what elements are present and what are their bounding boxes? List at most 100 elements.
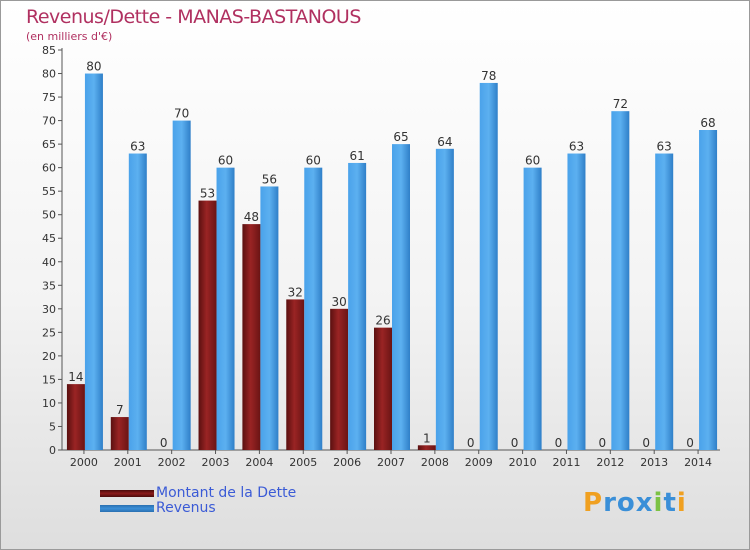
data-label: 26 (375, 314, 390, 328)
x-tick-label: 2011 (552, 456, 580, 469)
legend-swatch-dette (100, 490, 154, 497)
proxiti-logo: Proxiti (583, 488, 687, 518)
x-tick-label: 2009 (465, 456, 493, 469)
data-label: 1 (423, 431, 431, 445)
data-label: 63 (657, 140, 672, 154)
data-label: 70 (174, 107, 189, 121)
y-tick-label: 15 (42, 373, 56, 386)
bar-dette (66, 384, 85, 450)
data-label: 65 (393, 130, 408, 144)
bar-revenus (655, 153, 674, 450)
data-label: 53 (200, 187, 215, 201)
y-tick-label: 40 (42, 256, 56, 269)
logo-letter: P (583, 488, 604, 518)
x-tick-label: 2002 (158, 456, 186, 469)
logo-letter: o (616, 488, 636, 518)
data-label: 0 (160, 436, 168, 450)
data-label: 68 (700, 116, 715, 130)
logo-letter: r (603, 488, 617, 518)
bar-revenus (435, 148, 454, 450)
x-tick-label: 2006 (333, 456, 361, 469)
y-tick-label: 25 (42, 326, 56, 339)
x-tick-label: 2010 (509, 456, 537, 469)
y-tick-label: 10 (42, 397, 56, 410)
logo-letter: i (653, 488, 664, 518)
data-label: 78 (481, 69, 496, 83)
x-tick-label: 2004 (245, 456, 273, 469)
data-label: 60 (306, 154, 321, 168)
bar-dette (198, 200, 217, 450)
logo-letter: x (635, 488, 654, 518)
x-tick-label: 2013 (640, 456, 668, 469)
data-label: 80 (86, 60, 101, 74)
bar-dette (110, 417, 129, 450)
logo-letter: i (676, 488, 687, 518)
bar-dette (417, 445, 436, 450)
data-label: 61 (349, 149, 364, 163)
y-tick-label: 80 (42, 68, 56, 81)
x-tick-label: 2007 (377, 456, 405, 469)
data-label: 0 (599, 436, 607, 450)
bar-revenus (84, 73, 103, 450)
y-tick-label: 50 (42, 209, 56, 222)
x-tick-label: 2005 (289, 456, 317, 469)
x-tick-label: 2012 (596, 456, 624, 469)
data-label: 0 (511, 436, 519, 450)
legend-label-revenus: Revenus (156, 500, 216, 516)
bar-dette (286, 299, 305, 450)
bar-dette (374, 327, 392, 450)
bar-revenus (479, 82, 498, 451)
bar-revenus (216, 167, 235, 450)
bar-revenus (567, 153, 586, 450)
data-label: 32 (288, 285, 303, 299)
data-label: 56 (262, 172, 277, 186)
bar-revenus (172, 120, 191, 451)
data-label: 48 (244, 210, 259, 224)
data-label: 63 (130, 140, 145, 154)
x-tick-label: 2003 (202, 456, 230, 469)
bar-revenus (392, 144, 410, 450)
bar-revenus (611, 111, 630, 451)
data-label: 7 (116, 403, 124, 417)
data-label: 60 (218, 154, 233, 168)
data-label: 0 (467, 436, 475, 450)
x-tick-label: 2001 (114, 456, 142, 469)
data-label: 14 (68, 370, 83, 384)
bar-revenus (348, 162, 367, 451)
bar-revenus (260, 186, 279, 450)
y-tick-label: 85 (42, 44, 56, 57)
legend-label-dette: Montant de la Dette (156, 485, 297, 501)
y-tick-label: 0 (49, 444, 56, 457)
data-label: 0 (555, 436, 563, 450)
y-tick-label: 30 (42, 303, 56, 316)
y-tick-label: 65 (42, 138, 56, 151)
data-label: 63 (569, 140, 584, 154)
x-tick-label: 2000 (70, 456, 98, 469)
y-tick-label: 70 (42, 115, 56, 128)
y-tick-label: 45 (42, 232, 56, 245)
y-tick-label: 60 (42, 162, 56, 175)
y-tick-label: 75 (42, 91, 56, 104)
bar-dette (242, 224, 261, 450)
chart-title: Revenus/Dette - MANAS-BASTANOUS (26, 6, 361, 28)
data-label: 0 (686, 436, 694, 450)
bar-revenus (523, 167, 542, 450)
y-tick-label: 5 (49, 420, 56, 433)
x-tick-label: 2008 (421, 456, 449, 469)
bar-dette (330, 308, 349, 450)
data-label: 30 (331, 295, 346, 309)
logo-letter: t (663, 488, 677, 518)
bar-revenus (128, 153, 147, 450)
bar-revenus (699, 130, 718, 450)
legend-swatch-revenus (100, 505, 154, 512)
chart-subtitle: (en milliers d'€) (26, 30, 113, 43)
data-label: 72 (613, 97, 628, 111)
y-tick-label: 20 (42, 350, 56, 363)
y-tick-label: 35 (42, 279, 56, 292)
bar-revenus (304, 167, 323, 450)
x-tick-label: 2014 (684, 456, 712, 469)
data-label: 60 (525, 154, 540, 168)
y-tick-label: 55 (42, 185, 56, 198)
data-label: 0 (642, 436, 650, 450)
